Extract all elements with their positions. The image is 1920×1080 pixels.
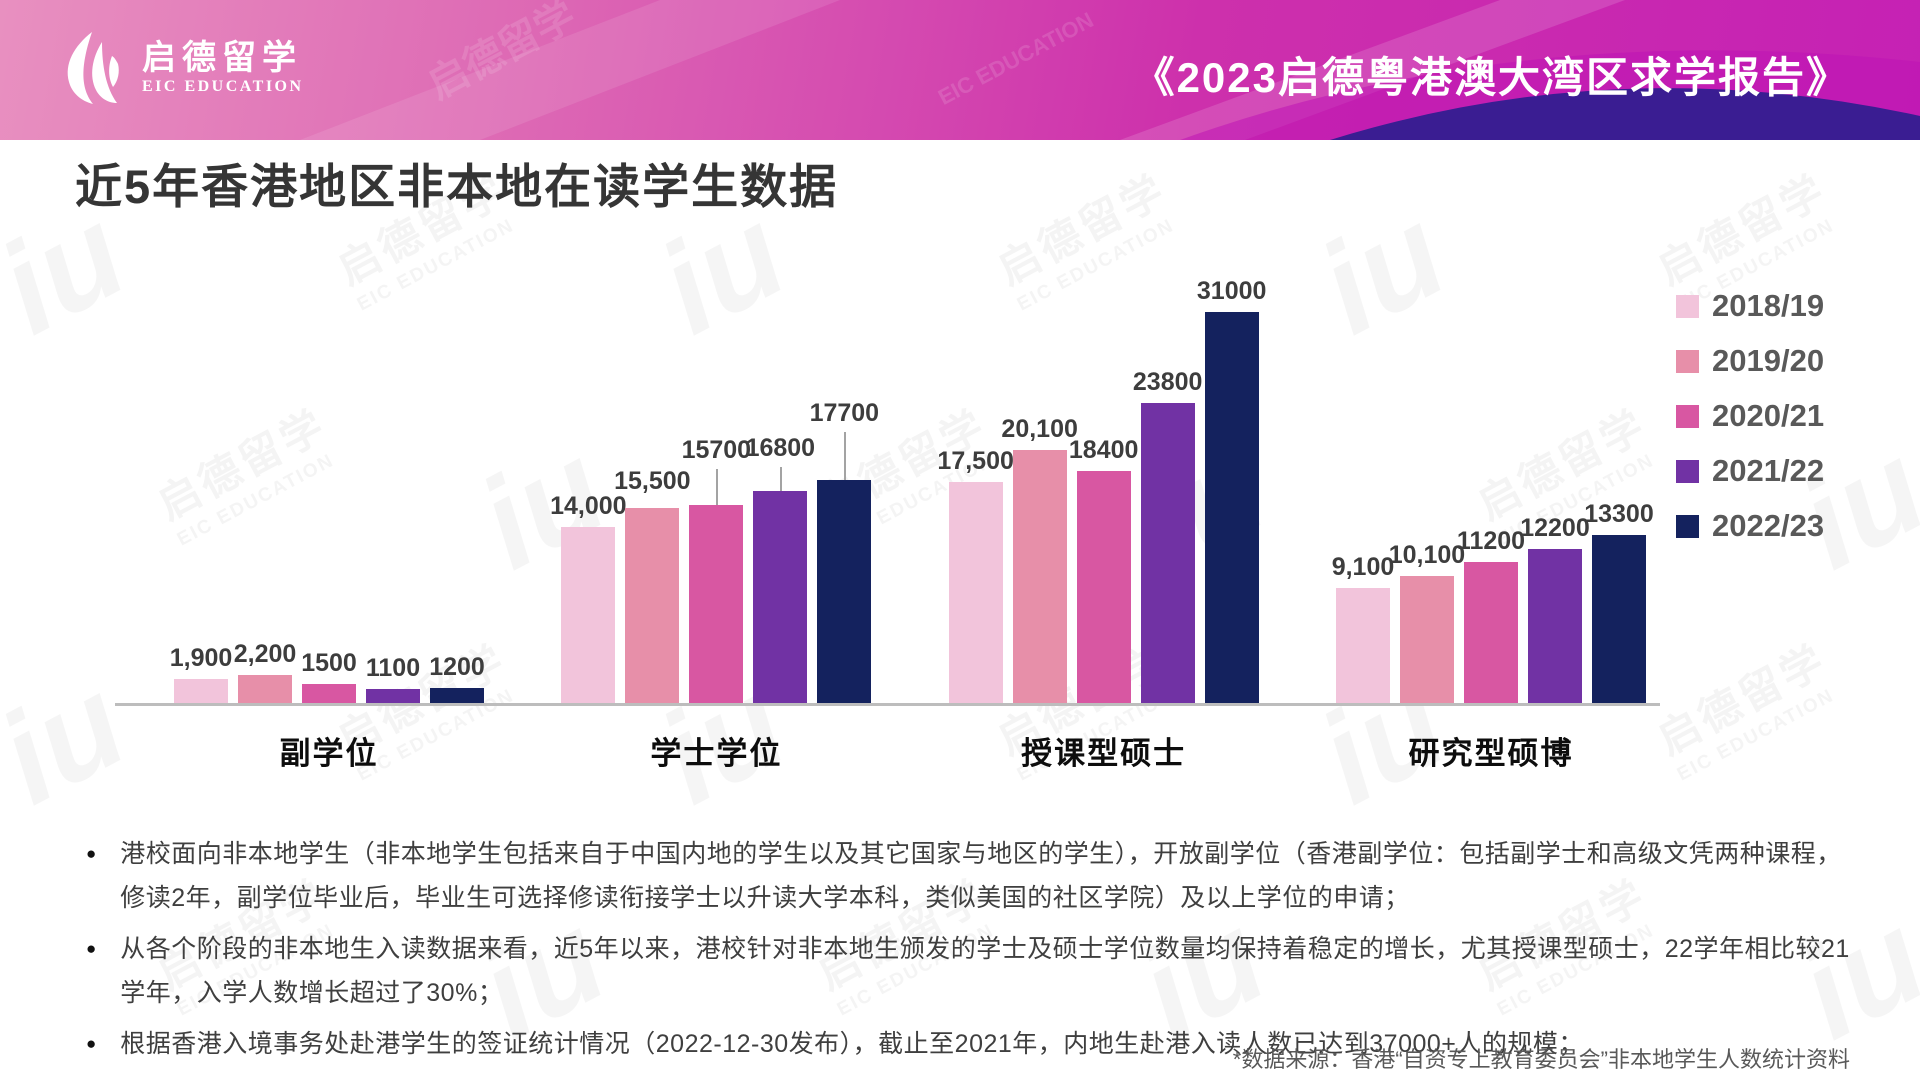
- bar-2022/23-副学位: 1200: [429, 653, 485, 703]
- bar-value-label: 9,100: [1331, 553, 1395, 581]
- bar-value-label: 15700: [681, 436, 752, 464]
- legend-swatch: [1676, 514, 1699, 538]
- header-band: 启德留学 EIC EDUCATION 启德留学 EIC EDUCATION 《2…: [0, 0, 1920, 140]
- legend-label: 2022/23: [1712, 508, 1825, 543]
- bar-2019/20-学士学位: 15,500: [614, 467, 691, 703]
- page-title: 近5年香港地区非本地在读学生数据: [75, 160, 839, 213]
- category-label-研究型硕博: 研究型硕博: [1408, 736, 1574, 771]
- bar-value-label: 10,100: [1388, 541, 1466, 569]
- legend-swatch: [1676, 404, 1699, 428]
- note-text: 从各个阶段的非本地生入读数据来看，近5年以来，港校针对非本地生颁发的学士及硕士学…: [120, 935, 1850, 1007]
- category-label-学士学位: 学士学位: [650, 736, 783, 771]
- bar-value-label: 1500: [301, 649, 357, 677]
- bar-value-label: 2,200: [233, 640, 297, 668]
- bar-value-label: 1,900: [169, 644, 233, 672]
- category-axis: 副学位 学士学位 授课型硕士 研究型硕博: [170, 728, 1650, 773]
- note-item: ● 根据香港入境事务处赴港学生的签证统计情况（2022-12-30发布），截止至2…: [86, 1022, 1856, 1066]
- bar-value-label: 1100: [365, 654, 421, 682]
- bar-value-label: 20,100: [1001, 415, 1078, 443]
- header-decoration: [300, 0, 1920, 140]
- bar-value-label: 16800: [745, 434, 816, 462]
- eic-logo-icon: [67, 32, 119, 104]
- bar-2020/21-学士学位: 15700: [682, 436, 751, 703]
- note-text: 根据香港入境事务处赴港学生的签证统计情况（2022-12-30发布），截止至20…: [120, 1030, 1584, 1058]
- bar-value-label: 23800: [1132, 368, 1203, 396]
- legend-item-2020/21: 2020/21: [1676, 398, 1824, 434]
- bar-2021/22-研究型硕博: 12200: [1520, 514, 1590, 703]
- bar-2021/22-授课型硕士: 23800: [1133, 368, 1202, 703]
- bar-2020/21-授课型硕士: 18400: [1069, 436, 1138, 703]
- legend-item-2018/19: 2018/19: [1676, 288, 1824, 324]
- legend-label: 2021/22: [1712, 453, 1825, 488]
- legend-swatch: [1676, 294, 1699, 318]
- legend-item-2022/23: 2022/23: [1676, 508, 1824, 544]
- bar-value-label: 17,500: [937, 447, 1014, 475]
- bar-2018/19-学士学位: 14,000: [550, 492, 627, 703]
- eic-logo: 启德留学 EIC EDUCATION: [62, 30, 304, 106]
- note-item: ● 港校面向非本地学生（非本地学生包括来自于中国内地的学生以及其它国家与地区的学生…: [86, 832, 1856, 920]
- legend-label: 2020/21: [1712, 398, 1825, 433]
- legend-item-2019/20: 2019/20: [1676, 343, 1824, 379]
- bar-value-label: 1200: [429, 653, 485, 681]
- legend-swatch: [1676, 349, 1699, 373]
- bullet-icon: ●: [86, 939, 97, 958]
- bar-group: 17,500 20,100 18400 23800 31000: [937, 243, 1266, 703]
- bar-2020/21-研究型硕博: 11200: [1457, 527, 1525, 703]
- bar-2018/19-研究型硕博: 9,100: [1332, 553, 1394, 703]
- bar-2021/22-副学位: 1100: [366, 654, 420, 703]
- bar-2018/19-授课型硕士: 17,500: [937, 447, 1014, 703]
- legend-swatch: [1676, 459, 1699, 483]
- notes-list: ● 港校面向非本地学生（非本地学生包括来自于中国内地的学生以及其它国家与地区的学生…: [86, 832, 1856, 1073]
- bar-value-label: 31000: [1196, 277, 1267, 305]
- label-leader-line: [844, 432, 847, 480]
- bar-2021/22-学士学位: 16800: [746, 434, 815, 703]
- bar-value-label: 15,500: [614, 467, 691, 495]
- bar-value-label: 17700: [809, 399, 880, 427]
- bar-2019/20-副学位: 2,200: [234, 640, 296, 703]
- bullet-icon: ●: [86, 1034, 97, 1053]
- bar-2018/19-副学位: 1,900: [170, 644, 232, 703]
- legend-item-2021/22: 2021/22: [1676, 453, 1824, 489]
- chart-legend: 2018/19 2019/20 2020/21 2021/22 2022/23: [1676, 288, 1824, 544]
- bar-value-label: 12200: [1520, 514, 1590, 542]
- category-label-副学位: 副学位: [279, 736, 379, 771]
- note-text: 港校面向非本地学生（非本地学生包括来自于中国内地的学生以及其它国家与地区的学生）…: [120, 840, 1842, 912]
- bar-2022/23-研究型硕博: 13300: [1584, 500, 1654, 703]
- legend-label: 2018/19: [1712, 288, 1825, 323]
- bar-2022/23-授课型硕士: 31000: [1197, 277, 1266, 703]
- category-label-授课型硕士: 授课型硕士: [1021, 736, 1187, 771]
- report-title: 《2023启德粤港澳大湾区求学报告》: [1132, 54, 1850, 101]
- logo-name-cn: 启德留学: [142, 39, 302, 78]
- bar-2020/21-副学位: 1500: [301, 649, 357, 703]
- bar-group: 1,900 2,200 1500 1100 1200: [170, 243, 488, 703]
- bar-value-label: 14,000: [550, 492, 627, 520]
- label-leader-line: [716, 469, 719, 505]
- bar-2019/20-授课型硕士: 20,100: [1001, 415, 1078, 703]
- bar-value-label: 13300: [1584, 500, 1654, 528]
- bar-value-label: 11200: [1456, 527, 1526, 555]
- legend-label: 2019/20: [1712, 343, 1825, 378]
- bar-2022/23-学士学位: 17700: [810, 399, 879, 703]
- bar-group: 9,100 10,100 11200 12200 13300: [1332, 243, 1654, 703]
- bar-value-label: 18400: [1068, 436, 1139, 464]
- bar-group: 14,000 15,500 15700 16800 17700: [550, 243, 879, 703]
- data-source-note: *数据来源：香港“自资专上教育委员会”非本地学生人数统计资料: [1232, 1047, 1850, 1072]
- note-item: ● 从各个阶段的非本地生入读数据来看，近5年以来，港校针对非本地生颁发的学士及硕士…: [86, 927, 1856, 1015]
- bar-2019/20-研究型硕博: 10,100: [1389, 541, 1465, 703]
- label-leader-line: [780, 467, 783, 491]
- x-axis-line: [115, 703, 1660, 706]
- logo-name-en: EIC EDUCATION: [142, 77, 304, 95]
- bullet-icon: ●: [86, 844, 97, 863]
- plot-area: 1,900 2,200 1500 1100 1200 14,000 15,500 15700 1…: [170, 243, 1654, 703]
